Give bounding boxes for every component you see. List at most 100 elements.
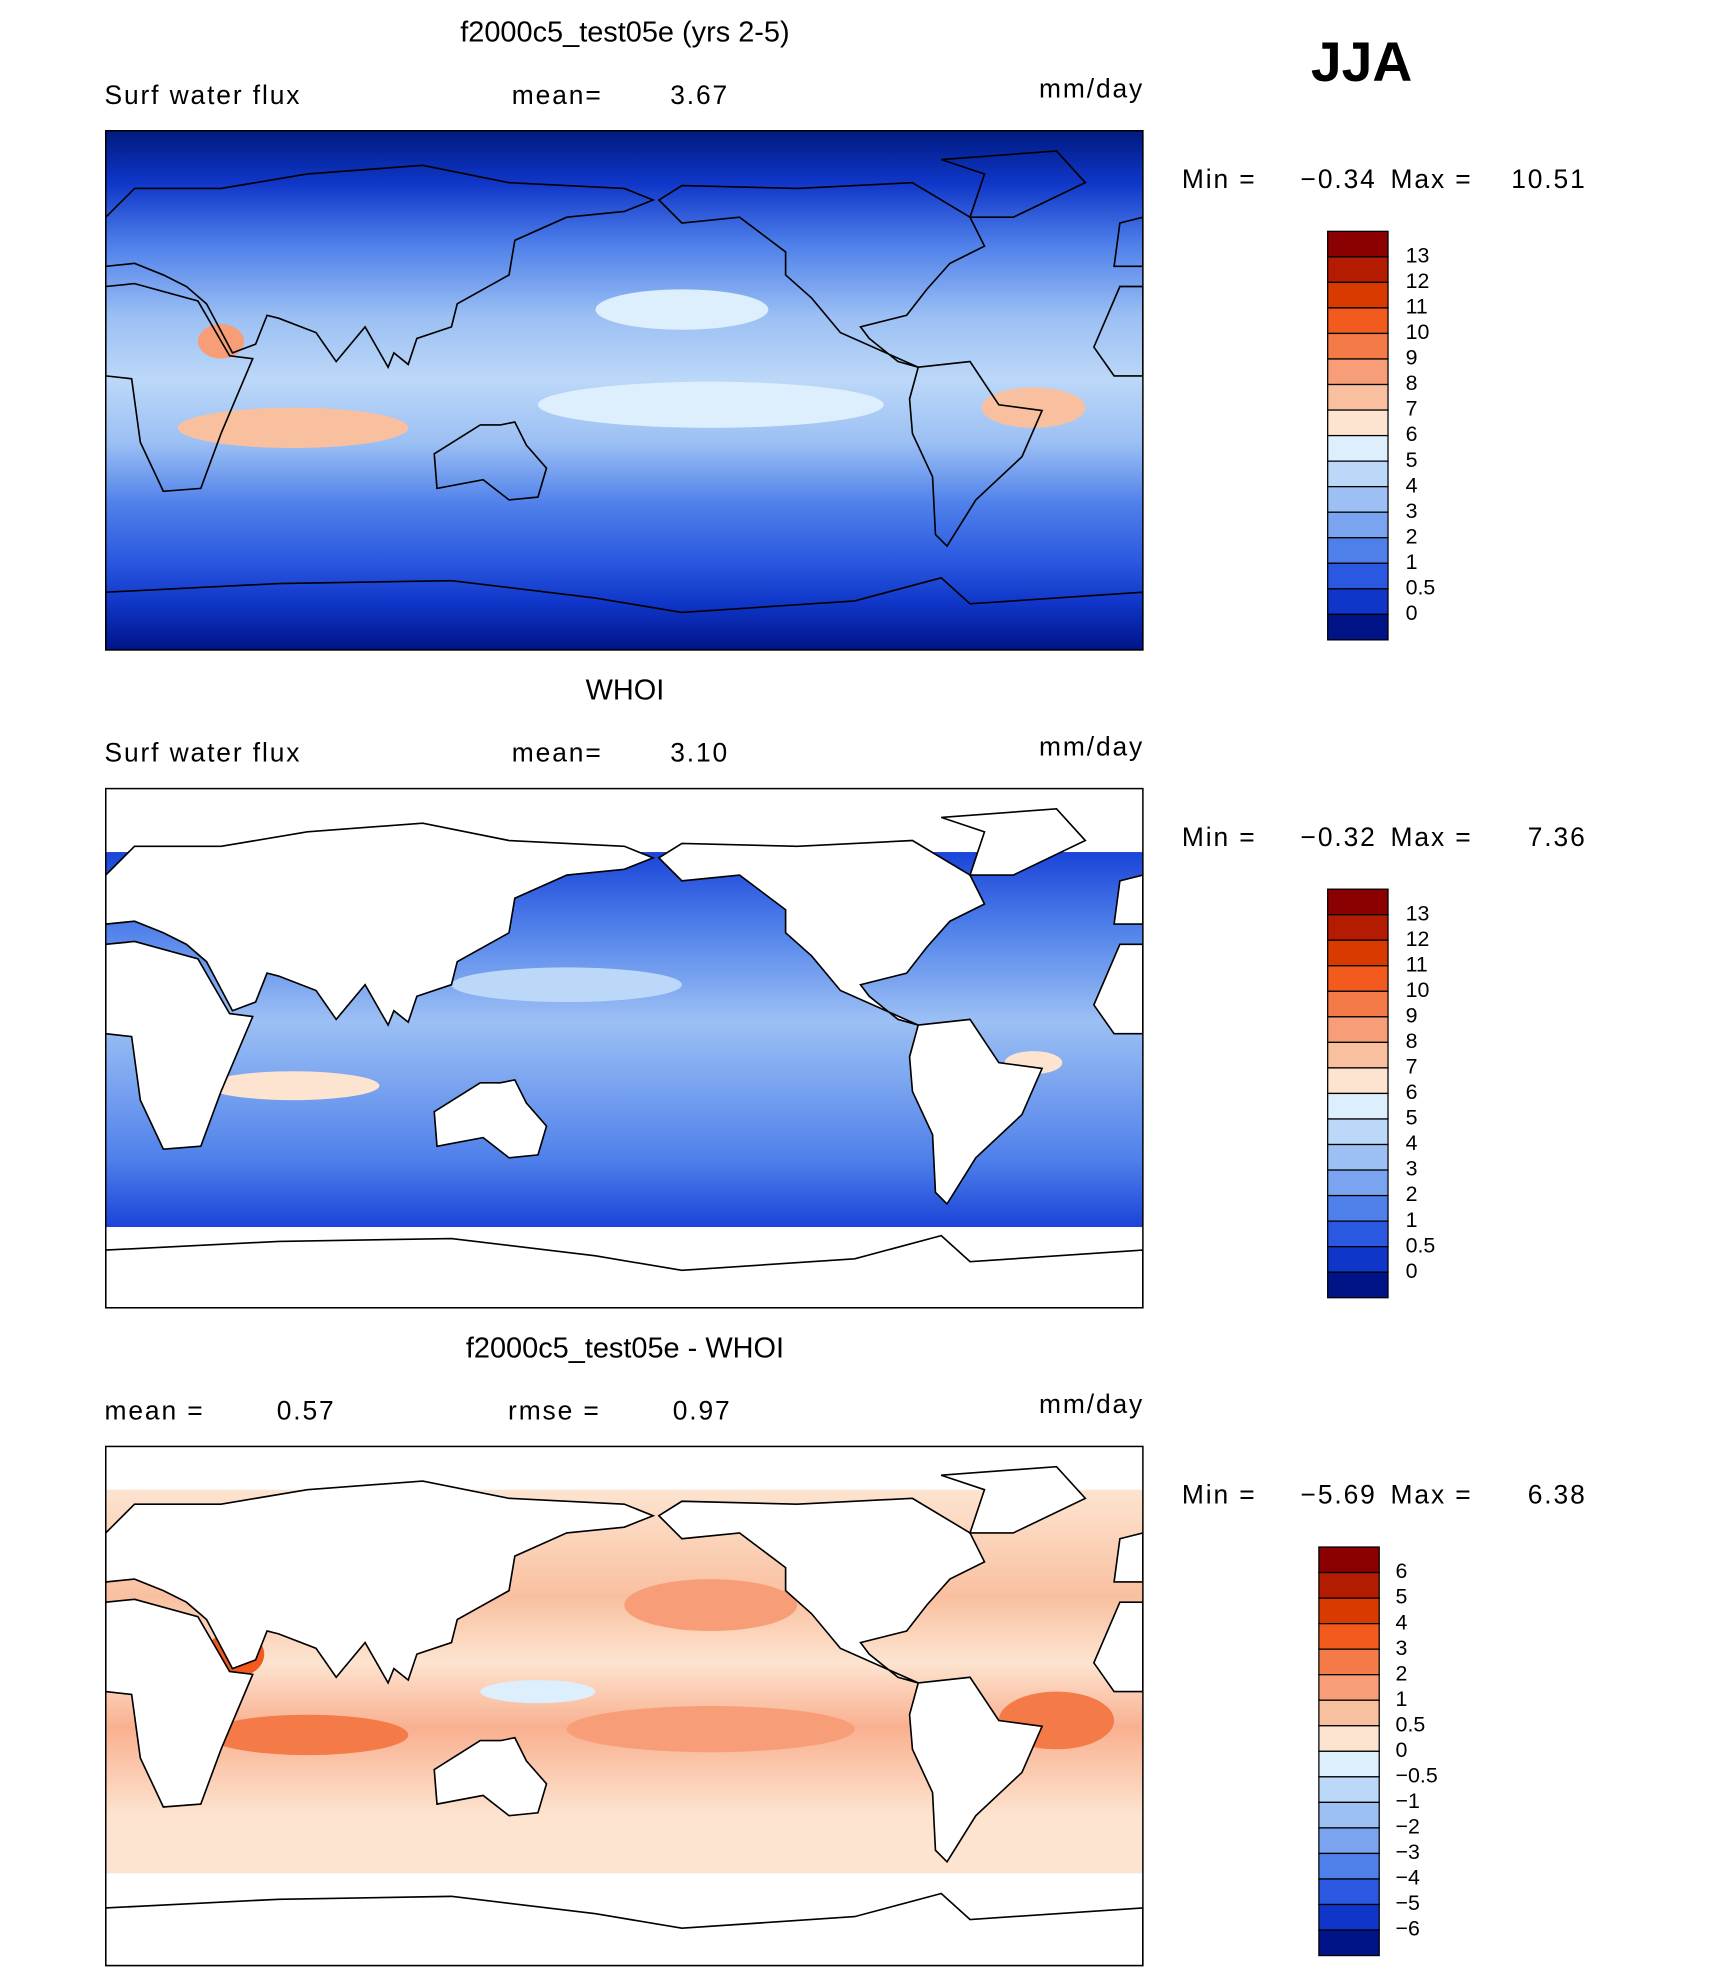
map-frame xyxy=(104,129,1144,651)
colorbar-label: 1 xyxy=(1406,550,1418,574)
coastline xyxy=(105,1892,1143,1966)
map xyxy=(105,1446,1143,1966)
colorbar-box xyxy=(1327,990,1389,1018)
panel: WHOI Surf water flux mean= 3.10 mm/day Min = −… xyxy=(104,674,1585,1309)
colorbar-box xyxy=(1327,914,1389,941)
colorbar-box xyxy=(1327,256,1389,284)
colorbar-label: −4 xyxy=(1396,1866,1420,1890)
field-patch xyxy=(206,1071,380,1101)
colorbar-label: 6 xyxy=(1406,422,1418,446)
colorbar-label: 8 xyxy=(1406,1029,1418,1053)
colorbar-label: 7 xyxy=(1406,1055,1418,1079)
colorbar-box xyxy=(1327,1271,1389,1299)
colorbar-box xyxy=(1327,1143,1389,1171)
max-value: 10.51 xyxy=(1511,164,1586,194)
coastline xyxy=(1113,874,1143,925)
field-patch xyxy=(451,967,682,1003)
colorbar-label: 5 xyxy=(1406,1106,1418,1130)
coastline xyxy=(105,940,254,1150)
coastline xyxy=(433,1736,548,1817)
coastline xyxy=(657,839,986,1026)
colorbar-label: 9 xyxy=(1406,346,1418,370)
colorbar-box xyxy=(1318,1725,1380,1752)
coastline xyxy=(105,282,254,493)
min-label: Min = xyxy=(1182,822,1257,852)
colorbar-label: 13 xyxy=(1406,243,1430,267)
colorbar-box xyxy=(1327,888,1389,916)
rmse-value: 0.97 xyxy=(673,1395,732,1425)
coastline xyxy=(908,360,1044,548)
colorbar-label: −5 xyxy=(1396,1891,1420,1915)
colorbar-label: 0.5 xyxy=(1396,1712,1426,1736)
rmse-label: rmse = xyxy=(508,1395,601,1425)
coastline xyxy=(908,1018,1044,1206)
colorbar-label: −6 xyxy=(1396,1917,1420,1941)
colorbar-label: 11 xyxy=(1406,295,1428,319)
colorbar-box xyxy=(1318,1801,1380,1829)
colorbar-label: −3 xyxy=(1396,1840,1420,1864)
colorbar-label: 4 xyxy=(1406,473,1418,497)
colorbar-label: 5 xyxy=(1406,448,1418,472)
colorbar-box xyxy=(1318,1776,1380,1803)
coastline xyxy=(657,1497,986,1684)
colorbar-label: 0 xyxy=(1406,1259,1418,1283)
colorbar-label: 13 xyxy=(1406,901,1430,925)
colorbar-box xyxy=(1327,230,1389,258)
coastline xyxy=(433,421,548,501)
colorbar-box xyxy=(1327,1092,1389,1120)
colorbar-label: 2 xyxy=(1406,1182,1418,1206)
colorbar-box xyxy=(1327,1169,1389,1197)
coastline xyxy=(105,1234,1143,1308)
max-label: Max = xyxy=(1391,1480,1473,1510)
coastline xyxy=(940,150,1087,219)
colorbar-label: 10 xyxy=(1406,320,1430,344)
coastline xyxy=(105,1598,254,1808)
colorbar-box xyxy=(1327,1246,1389,1273)
colorbar-label: 11 xyxy=(1406,952,1428,976)
field-patch xyxy=(566,1706,855,1753)
mean-value: 3.67 xyxy=(670,80,729,110)
field-patch xyxy=(595,289,769,330)
colorbar-box xyxy=(1327,562,1389,590)
colorbar-box xyxy=(1327,1194,1389,1222)
coastline xyxy=(105,1480,656,1685)
colorbar-box xyxy=(1318,1878,1380,1906)
colorbar-box xyxy=(1327,1067,1389,1095)
colorbar-label: 0 xyxy=(1406,601,1418,625)
colorbar-box xyxy=(1327,486,1389,513)
field-patch xyxy=(206,1714,409,1756)
colorbar-box xyxy=(1327,1118,1389,1146)
mean-value: 3.10 xyxy=(670,738,729,768)
map xyxy=(105,788,1143,1308)
colorbar-box xyxy=(1318,1571,1380,1599)
panel-title: WHOI xyxy=(586,674,665,706)
coastline xyxy=(940,1465,1087,1534)
colorbar-label: 6 xyxy=(1396,1559,1408,1583)
max-label: Max = xyxy=(1391,822,1473,852)
colorbar-box xyxy=(1327,460,1389,488)
coastline xyxy=(1113,216,1143,268)
colorbar-label: 1 xyxy=(1406,1208,1418,1232)
colorbar-box xyxy=(1327,588,1389,615)
colorbar-label: −2 xyxy=(1396,1815,1420,1839)
coastline xyxy=(105,576,1143,650)
mean-label: mean = xyxy=(104,1395,204,1425)
map-frame xyxy=(104,1445,1144,1967)
mean-value: 0.57 xyxy=(277,1395,336,1425)
colorbar-box xyxy=(1327,537,1389,564)
field-patch xyxy=(624,1579,798,1632)
colorbar-label: 2 xyxy=(1396,1661,1408,1685)
min-value: −5.69 xyxy=(1301,1480,1377,1510)
colorbar-box xyxy=(1327,613,1389,641)
colorbar-label: 12 xyxy=(1406,927,1430,951)
colorbar-box xyxy=(1327,511,1389,539)
colorbar-label: 3 xyxy=(1406,1157,1418,1181)
field-patch xyxy=(177,407,409,449)
coastline xyxy=(105,164,656,370)
field-patch xyxy=(537,381,884,428)
variable-label: Surf water flux xyxy=(104,738,301,768)
panel-title: f2000c5_test05e - WHOI xyxy=(466,1332,784,1364)
colorbar-label: 7 xyxy=(1406,397,1418,421)
colorbar-label: −0.5 xyxy=(1396,1763,1438,1787)
panel: f2000c5_test05e (yrs 2-5) Surf water flux… xyxy=(104,17,1586,651)
